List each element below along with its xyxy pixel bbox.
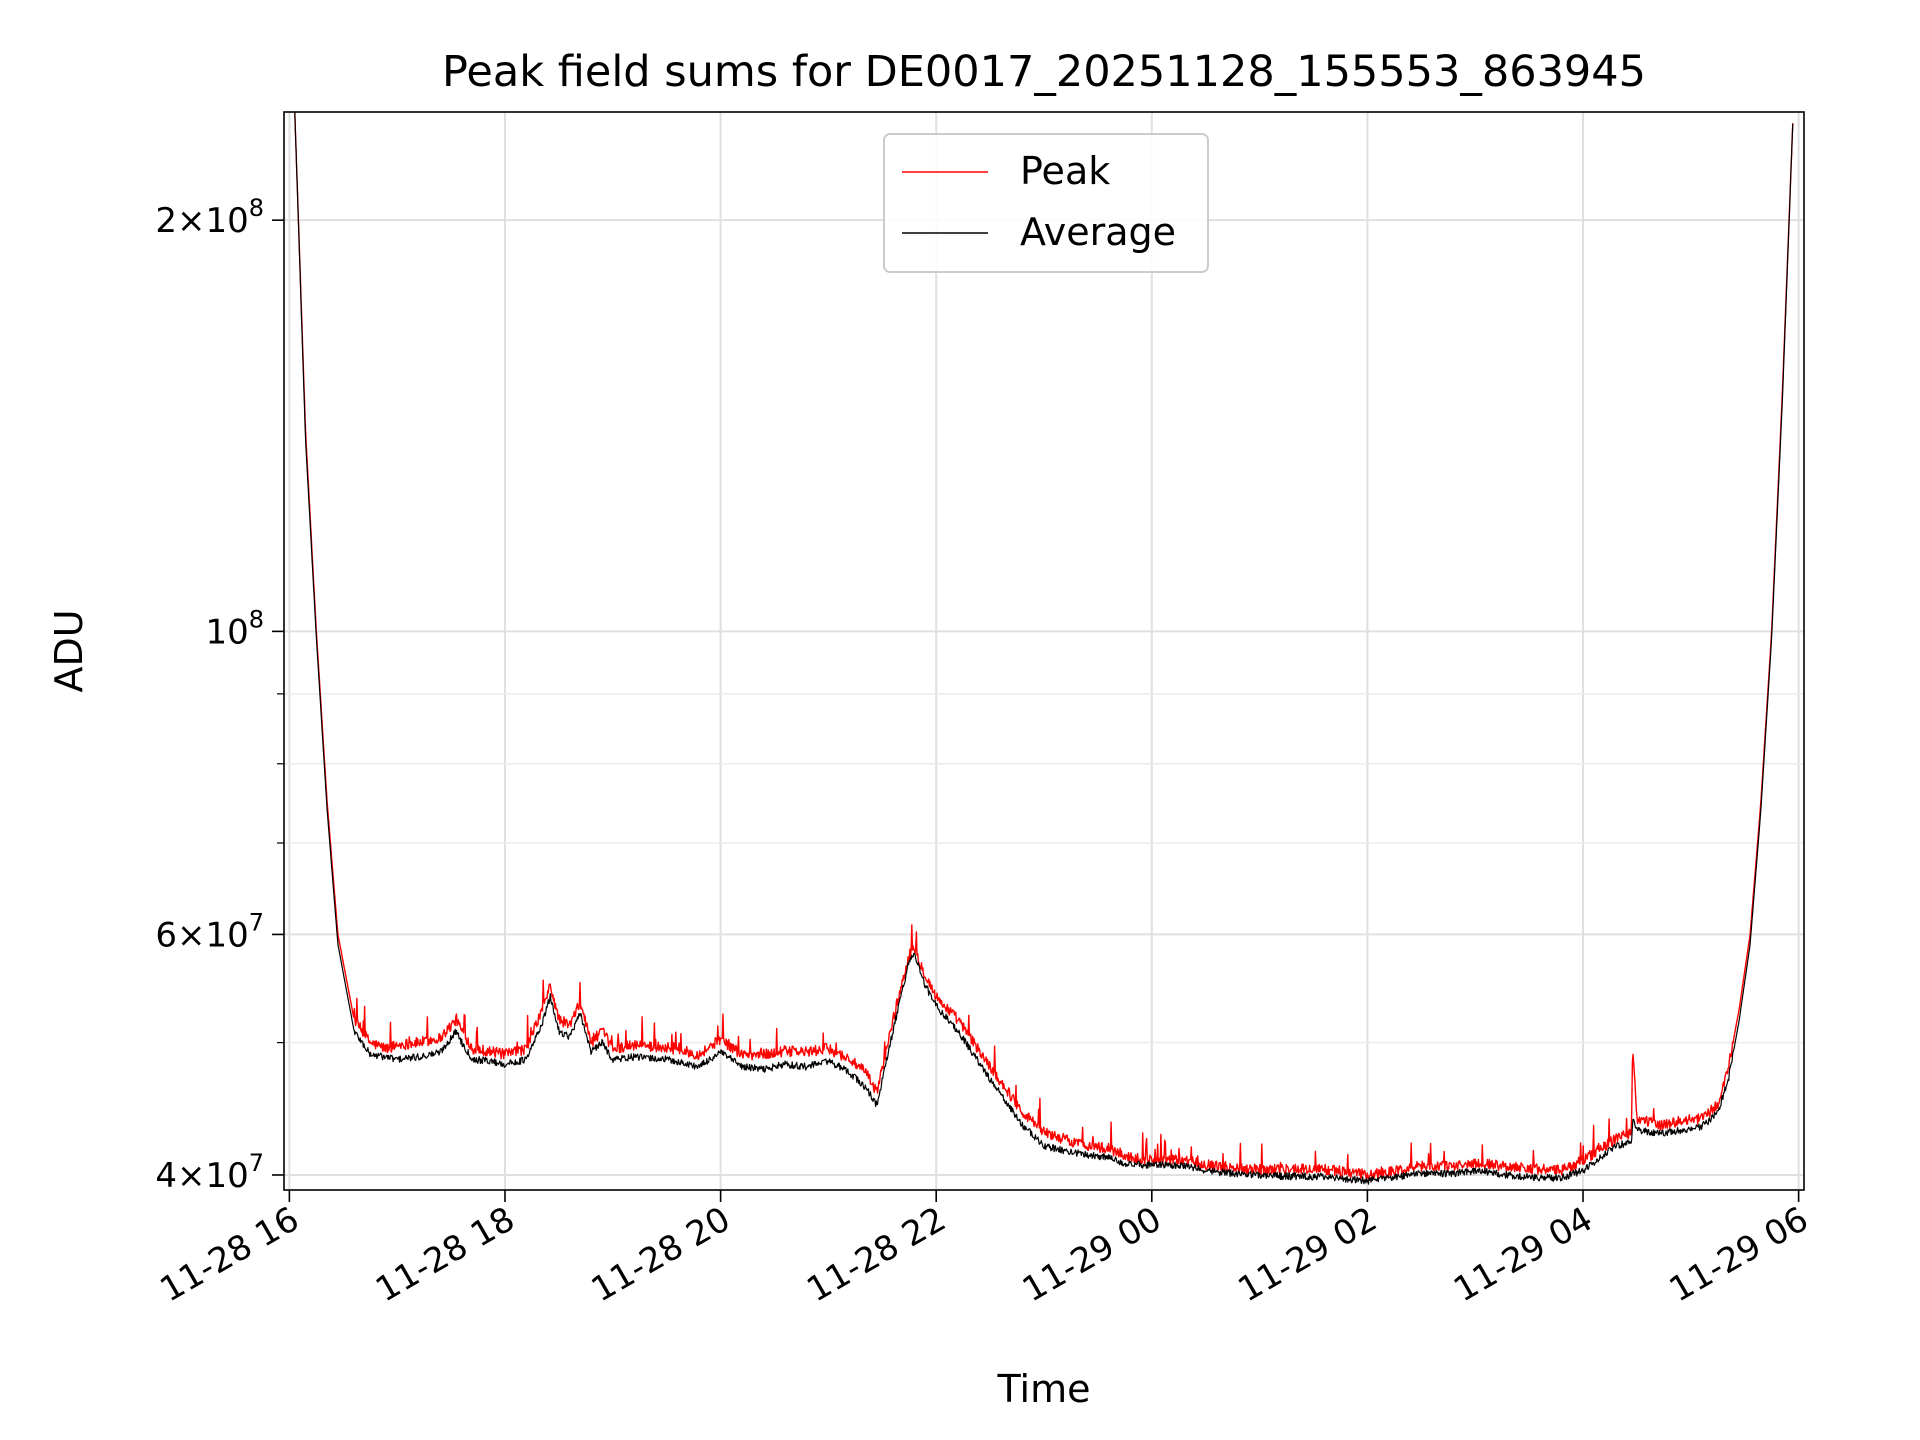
y-tick-label: 108 bbox=[205, 605, 264, 652]
y-axis-label: ADU bbox=[47, 609, 91, 692]
x-axis-label: Time bbox=[997, 1367, 1091, 1411]
y-tick-label: 6×107 bbox=[155, 908, 264, 955]
series-layer bbox=[294, 112, 1794, 1185]
legend-label-average: Average bbox=[1020, 210, 1176, 254]
y-tick-label: 4×107 bbox=[155, 1149, 264, 1196]
legend-box bbox=[883, 133, 1209, 273]
plot-area bbox=[284, 112, 1804, 1190]
legend: Peak Average bbox=[883, 133, 1209, 273]
y-tick-label: 2×108 bbox=[155, 194, 264, 241]
legend-label-peak: Peak bbox=[1020, 149, 1110, 193]
series-line-average bbox=[294, 112, 1794, 1185]
y-axis: 4×107 6×107 108 2×108 bbox=[155, 194, 284, 1196]
chart-title: Peak field sums for DE0017_20251128_1555… bbox=[442, 47, 1646, 97]
grid-lines bbox=[284, 112, 1804, 1190]
series-line-peak bbox=[294, 112, 1794, 1180]
plot-frame bbox=[283, 111, 1805, 1191]
